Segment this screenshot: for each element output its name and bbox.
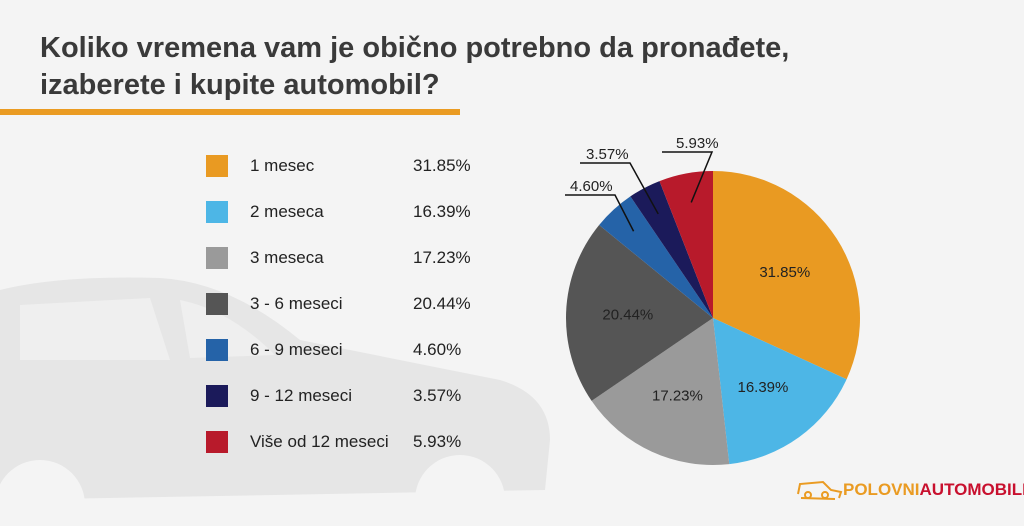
pie-data-label: 4.60%	[570, 178, 613, 195]
car-logo-icon	[797, 480, 843, 500]
legend-value: 20.44%	[413, 294, 471, 313]
legend-label: 2 meseca	[250, 202, 324, 221]
pie-data-label: 3.57%	[586, 146, 629, 163]
legend-value: 3.57%	[413, 386, 462, 405]
logo: POLOVNI AUTOMOBILI	[795, 478, 1024, 502]
pie-data-label: 20.44%	[602, 306, 653, 323]
legend-label: Više od 12 meseci	[250, 432, 389, 451]
legend-item: 9 - 12 meseci 3.57%	[206, 385, 461, 407]
page-title: Koliko vremena vam je obično potrebno da…	[40, 32, 790, 101]
pie-slice	[713, 171, 861, 380]
legend-value: 16.39%	[413, 202, 471, 221]
legend-label: 1 mesec	[250, 156, 315, 175]
legend-label: 6 - 9 meseci	[250, 340, 343, 359]
pie-slice	[566, 225, 713, 401]
logo-text-2: AUTOMOBILI	[919, 480, 1024, 499]
pie-data-label: 16.39%	[737, 379, 788, 396]
legend-swatch	[206, 155, 228, 177]
pie-slice	[599, 196, 713, 318]
title-underline	[0, 109, 460, 115]
pie-slice	[659, 171, 713, 318]
leader-line	[580, 162, 659, 215]
legend-swatch	[206, 201, 228, 223]
legend-swatch	[206, 431, 228, 453]
legend-swatch	[206, 385, 228, 407]
pie-slice	[630, 181, 713, 318]
legend-item: Više od 12 meseci 5.93%	[206, 431, 461, 453]
legend-item: 3 meseca 17.23%	[206, 247, 471, 269]
pie-data-label: 5.93%	[676, 135, 719, 152]
legend-value: 17.23%	[413, 248, 471, 267]
legend-item: 3 - 6 meseci 20.44%	[206, 293, 471, 315]
legend-item: 1 mesec 31.85%	[206, 155, 471, 177]
pie-slice	[591, 318, 730, 465]
legend-item: 2 meseca 16.39%	[206, 201, 471, 223]
leader-line	[662, 151, 714, 203]
logo-text-1: POLOVNI	[843, 480, 920, 499]
leader-line	[565, 194, 635, 232]
legend-item: 6 - 9 meseci 4.60%	[206, 339, 461, 361]
pie-slice	[713, 318, 847, 465]
legend-swatch	[206, 247, 228, 269]
legend-swatch	[206, 339, 228, 361]
legend-swatch	[206, 293, 228, 315]
pie-data-label: 31.85%	[759, 264, 810, 281]
legend-value: 31.85%	[413, 156, 471, 175]
pie-data-label: 17.23%	[652, 387, 703, 404]
legend-label: 3 meseca	[250, 248, 324, 267]
legend-label: 9 - 12 meseci	[250, 386, 353, 405]
legend-label: 3 - 6 meseci	[250, 294, 343, 313]
legend-value: 5.93%	[413, 432, 462, 451]
legend-value: 4.60%	[413, 340, 462, 359]
